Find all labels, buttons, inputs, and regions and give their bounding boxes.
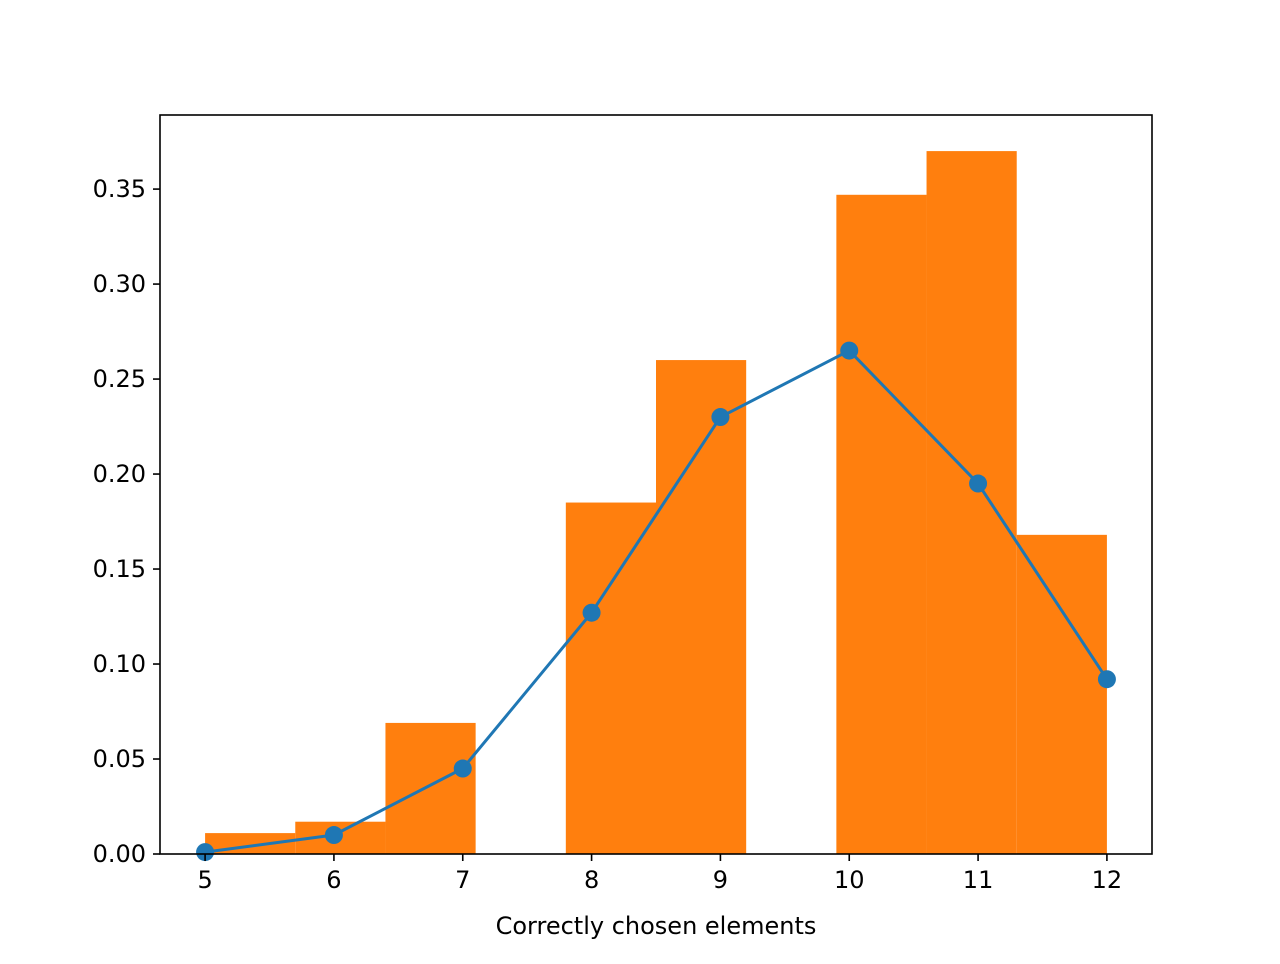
histogram-bar [1016, 534, 1107, 854]
y-tick-label: 0.15 [93, 555, 146, 583]
x-tick-label: 11 [963, 866, 994, 894]
line-point [969, 474, 988, 493]
x-tick-label: 7 [455, 866, 470, 894]
y-tick-label: 0.35 [93, 175, 146, 203]
y-tick-label: 0.25 [93, 365, 146, 393]
axes-frame [159, 114, 1153, 855]
histogram-bar [385, 722, 476, 854]
line-point [840, 341, 859, 360]
x-tick-label: 5 [197, 866, 212, 894]
x-axis-ticks: 5 6 7 8 9 10 11 12 [197, 854, 1122, 894]
histogram-bar [656, 360, 747, 854]
line-series-path [204, 349, 1109, 854]
histogram-bar [565, 502, 656, 854]
line-point [711, 408, 730, 427]
x-tick-label: 10 [834, 866, 865, 894]
histogram-bar [926, 151, 1017, 855]
y-tick-label: 0.20 [93, 460, 146, 488]
line-point [324, 826, 343, 845]
x-tick-label: 8 [584, 866, 599, 894]
y-tick-label: 0.05 [93, 745, 146, 773]
line-point [582, 603, 601, 622]
line-point [1097, 670, 1116, 689]
y-tick-label: 0.10 [93, 650, 146, 678]
line-series [196, 341, 1116, 862]
histogram-bars [205, 151, 1107, 855]
y-tick-label: 0.30 [93, 270, 146, 298]
x-axis-label: Correctly chosen elements [496, 912, 817, 940]
line-point [453, 759, 472, 778]
histogram-bar [836, 194, 927, 855]
line-point [196, 843, 215, 862]
x-tick-label: 12 [1092, 866, 1123, 894]
y-axis-ticks: 0.00 0.05 0.10 0.15 0.20 0.25 0.30 0.35 [93, 175, 160, 868]
x-tick-label: 9 [713, 866, 728, 894]
y-tick-label: 0.00 [93, 840, 146, 868]
x-tick-label: 6 [326, 866, 341, 894]
